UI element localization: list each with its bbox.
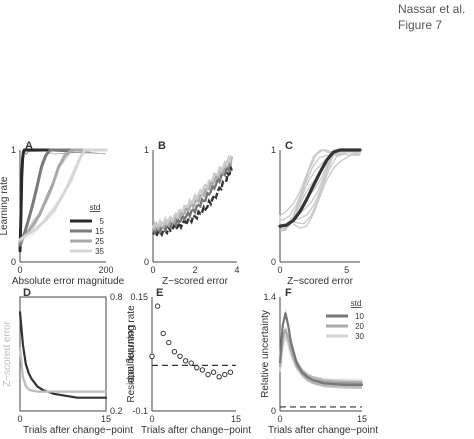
- panel-F-xlabel: Trials after change−point: [268, 425, 378, 436]
- panel-F-ylabel: Relative uncertainty: [260, 310, 271, 398]
- panel-A-ylabel: Learning rate: [0, 176, 10, 235]
- panel-B-series-0-line: [152, 163, 233, 240]
- panel-B-xtick-label: 2: [192, 265, 197, 275]
- panel-A-xlabel: Absolute error magnitude: [12, 276, 125, 287]
- panel-D-frame: [19, 296, 107, 412]
- panel-C-xlabel: Z−scored error: [287, 276, 354, 287]
- panel-A-legend-title: std: [90, 203, 101, 212]
- panel-D-xtick-label: 0: [17, 414, 22, 424]
- panel-D-letter: D: [23, 287, 31, 299]
- panel-C-xtick-label: 0: [277, 265, 282, 275]
- panel-E-data-point: [182, 358, 189, 364]
- panel-C-subject-fit-line: [279, 149, 350, 222]
- panel-A-xtick-label: 0: [17, 265, 22, 275]
- panel-A-legend-label: 25: [95, 237, 104, 246]
- panel-F-legend-label: 20: [355, 322, 364, 331]
- panel-F-legend-label: 10: [355, 312, 364, 321]
- panel-E-data-point: [149, 353, 155, 359]
- panel-E-ytick-label: -0.1: [132, 406, 148, 416]
- panel-E-data-point: [199, 367, 206, 373]
- panel-E-data-point: [171, 349, 178, 355]
- panel-E-ylabel: Residual learning rate: [126, 305, 137, 403]
- panel-E-ytick-label: 0.15: [130, 292, 148, 302]
- panel-F-legend-label: 30: [355, 332, 364, 341]
- panel-F-series-1-line: [278, 328, 364, 386]
- panel-C-xtick-label: 5: [344, 265, 349, 275]
- panel-E-xlabel: Trials after change−point: [141, 425, 251, 436]
- panel-E-data-point: [160, 330, 166, 337]
- header-line-2: Figure 7: [398, 18, 443, 32]
- panel-A-series-3-line: [18, 148, 108, 242]
- panel-D-ytick-right-label: 0.2: [110, 406, 123, 416]
- panel-B-xlabel: Z−scored error: [162, 276, 229, 287]
- panel-B-xtick-label: 4: [234, 265, 239, 275]
- panel-A-xtick-label: 200: [98, 265, 113, 275]
- panel-E-data-point: [210, 369, 217, 375]
- panel-F-xtick-label: 15: [357, 414, 367, 424]
- panel-A-series-2-line: [18, 148, 108, 244]
- panel-C-series-0-line: [278, 148, 362, 228]
- panel-C-ytick-label: 1: [271, 145, 276, 155]
- panel-D-xtick-label: 15: [101, 414, 111, 424]
- panel-B-xtick-label: 0: [150, 265, 155, 275]
- panel-B-series-1-line: [151, 160, 233, 236]
- panel-E-data-point: [166, 339, 172, 346]
- panel-F-xtick-label: 0: [277, 414, 282, 424]
- panel-E-data-point: [177, 353, 183, 359]
- panel-A-legend-label: 35: [95, 247, 104, 256]
- panel-D-ylabel-right: Learning rate: [125, 325, 136, 384]
- panel-F-letter: F: [285, 287, 292, 299]
- panel-E-data-point: [188, 360, 194, 366]
- panel-F-series-0-line: [278, 312, 364, 386]
- panel-E-data-point: [154, 303, 161, 309]
- panel-D-ytick-right-label: 0.8: [110, 292, 123, 302]
- panel-C-subject-fit-line: [287, 149, 361, 224]
- panel-E-data-point: [227, 369, 234, 375]
- panel-E-data-point: [205, 371, 211, 378]
- panel-A-series-0-line: [18, 148, 108, 253]
- panel-E-xtick-label: 0: [149, 414, 154, 424]
- panel-E-data-point: [222, 371, 228, 378]
- panel-B-series-3-line: [151, 153, 233, 230]
- panel-A-ytick-label: 0: [11, 257, 16, 267]
- header-line-1: Nassar et al.: [398, 2, 466, 16]
- panel-B-ytick-label: 0: [144, 257, 149, 267]
- panel-B-letter: B: [158, 140, 166, 152]
- panel-F-legend-title: std: [351, 299, 362, 308]
- panel-E-letter: E: [156, 287, 163, 299]
- panel-E-data-point: [194, 364, 200, 371]
- panel-F-ytick-label: 0: [271, 406, 276, 416]
- panel-D-ylabel-left: Z−scored error: [2, 320, 13, 387]
- panel-E-xtick-label: 15: [231, 414, 241, 424]
- panel-D-xlabel: Trials after change−point: [23, 425, 133, 436]
- panel-C-letter: C: [285, 140, 293, 152]
- panel-C-subject-fit-line: [292, 149, 361, 229]
- panel-A-ytick-label: 1: [11, 145, 16, 155]
- panel-A-series-1-line: [18, 148, 108, 247]
- panel-C-ytick-label: 0: [271, 257, 276, 267]
- panel-B-ytick-label: 1: [144, 145, 149, 155]
- panel-E-data-point: [216, 374, 222, 380]
- panel-A-legend-label: 15: [95, 227, 104, 236]
- panel-A-letter: A: [25, 140, 33, 152]
- panel-D-series-1-line: [18, 347, 108, 393]
- panel-D-series-0-line: [18, 311, 108, 399]
- panel-A-legend-label: 5: [100, 217, 105, 226]
- panel-F-ytick-label: 1.4: [263, 292, 276, 302]
